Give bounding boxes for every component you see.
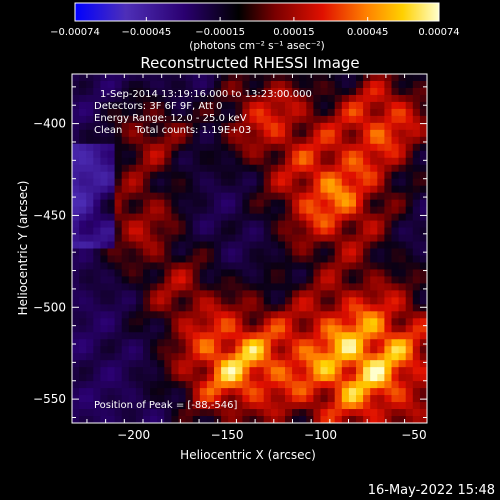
heatmap-cells — [72, 74, 427, 423]
info-block: 1-Sep-2014 13:19:16.000 to 13:23:00.000 … — [94, 89, 312, 136]
colorbar-unit-label: (photons cm⁻² s⁻¹ asec⁻²) — [189, 40, 324, 52]
colorbar: −0.00074 −0.00045 −0.00015 0.00015 0.00045 0.… — [50, 2, 460, 52]
colorbar-tick-label: 0.00015 — [273, 27, 314, 38]
colorbar-tick-label: 0.00074 — [418, 27, 459, 38]
x-axis-label: Heliocentric X (arcsec) — [180, 448, 316, 462]
x-tick-label: −100 — [304, 428, 337, 442]
y-axis-label: Heliocentric Y (arcsec) — [16, 181, 30, 316]
x-tick-label: −50 — [401, 428, 426, 442]
timestamp: 16-May-2022 15:48 — [368, 483, 495, 498]
peak-position-label: Position of Peak = [-88,-546] — [94, 400, 238, 411]
info-line-energy: Energy Range: 12.0 - 25.0 keV — [94, 113, 247, 124]
x-axis: −200 −150 −100 −50 — [86, 74, 427, 442]
y-tick-label: −400 — [33, 117, 66, 131]
solar-image — [72, 74, 427, 423]
y-tick-label: −500 — [33, 300, 66, 314]
image-title: Reconstructed RHESSI Image — [140, 54, 359, 72]
info-line-time: 1-Sep-2014 13:19:16.000 to 13:23:00.000 — [100, 89, 312, 100]
colorbar-gradient — [74, 2, 440, 22]
colorbar-tick-label: −0.00074 — [50, 27, 100, 38]
info-line-detectors: Detectors: 3F 6F 9F, Att 0 — [94, 101, 222, 112]
y-tick-label: −450 — [33, 208, 66, 222]
info-line-counts: Clean Total counts: 1.19E+03 — [94, 125, 251, 136]
colorbar-tick-label: 0.00045 — [347, 27, 388, 38]
colorbar-tick-label: −0.00045 — [121, 27, 171, 38]
y-axis: −400 −450 −500 −550 — [33, 86, 427, 418]
colorbar-tick-label: −0.00015 — [195, 27, 245, 38]
colorbar-ticks: −0.00074 −0.00045 −0.00015 0.00015 0.00045 0.… — [50, 17, 460, 38]
plot-frame — [71, 73, 428, 424]
x-tick-label: −200 — [117, 428, 150, 442]
x-tick-label: −150 — [211, 428, 244, 442]
y-tick-label: −550 — [33, 392, 66, 406]
